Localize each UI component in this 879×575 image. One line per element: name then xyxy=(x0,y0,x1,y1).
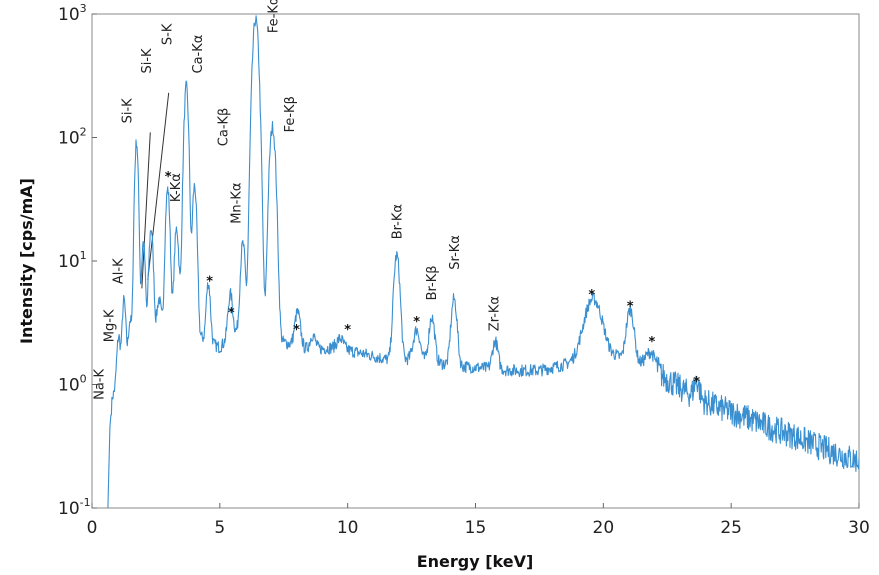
peak-label: Ca-Kα xyxy=(191,35,206,74)
peak-label: K-Kα xyxy=(169,173,184,202)
escape-peak-star: * xyxy=(649,335,656,350)
x-tick-label: 15 xyxy=(465,518,487,538)
escape-peak-star: * xyxy=(165,170,172,185)
x-axis: 0 5 10 15 20 25 30 xyxy=(87,503,870,538)
peak-label: Sr-Kα xyxy=(448,235,463,270)
peak-label: S-K xyxy=(160,23,175,45)
y-tick-label: 100 xyxy=(58,373,87,396)
y-tick-label: 103 xyxy=(58,2,87,25)
peak-label: Zr-Kα xyxy=(488,296,503,331)
x-tick-label: 30 xyxy=(848,518,870,538)
peak-label: Al-K xyxy=(112,258,127,284)
peak-label: Br-Kβ xyxy=(425,265,440,300)
leader-lines xyxy=(141,92,170,289)
y-tick-label: 102 xyxy=(58,126,87,149)
x-tick-label: 20 xyxy=(593,518,615,538)
x-tick-label: 25 xyxy=(720,518,742,538)
y-tick-label: 101 xyxy=(58,249,87,272)
leader-line xyxy=(147,92,170,281)
peak-label: Na-K xyxy=(93,369,108,400)
x-axis-title: Energy [keV] xyxy=(417,552,534,571)
peak-label: Fe-Kα xyxy=(266,0,281,33)
peak-label: Si-K xyxy=(140,48,155,74)
spectrum-line xyxy=(107,15,860,509)
peak-label: Mn-Kα xyxy=(229,183,244,224)
y-axis: 10-1 100 101 102 103 xyxy=(58,2,97,519)
escape-peak-star: * xyxy=(206,275,213,290)
escape-peak-star: * xyxy=(293,323,300,338)
x-tick-label: 5 xyxy=(214,518,225,538)
peak-label: Mg-K xyxy=(103,309,118,342)
peak-label: Si-K xyxy=(121,98,136,124)
peak-label: Fe-Kβ xyxy=(283,96,298,132)
escape-peak-star: * xyxy=(344,323,351,338)
leader-line xyxy=(141,132,151,289)
escape-peak-star: * xyxy=(413,315,420,330)
peak-annotations: Na-K Mg-K Al-K Si-K Si-K S-K Ca-Kα Ca-Kβ K-Kα Mn-… xyxy=(93,0,503,400)
x-tick-label: 10 xyxy=(337,518,359,538)
y-tick-label: 10-1 xyxy=(58,496,91,519)
escape-peak-star: * xyxy=(228,306,235,321)
star-markers: * * * * * * * * * * xyxy=(165,170,700,390)
peak-label: Ca-Kβ xyxy=(217,108,232,147)
peak-label: Br-Kα xyxy=(390,204,405,239)
escape-peak-star: * xyxy=(627,299,634,314)
plot-frame xyxy=(91,13,860,509)
y-axis-title: Intensity [cps/mA] xyxy=(17,178,36,344)
escape-peak-star: * xyxy=(693,375,700,390)
x-tick-label: 0 xyxy=(87,518,98,538)
escape-peak-star: * xyxy=(588,288,595,303)
